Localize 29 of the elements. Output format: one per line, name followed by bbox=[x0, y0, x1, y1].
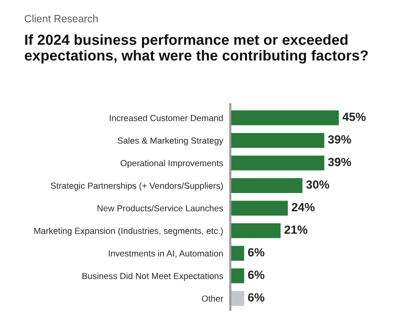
bar bbox=[230, 222, 282, 240]
bar bbox=[230, 176, 304, 194]
y-tick-label: Strategic Partnerships (+ Vendors/Suppliers) bbox=[50, 182, 223, 191]
data-label: 39% bbox=[328, 158, 352, 166]
data-label: 45% bbox=[342, 112, 366, 122]
data-label: 21% bbox=[284, 226, 308, 234]
y-tick-label: Increased Customer Demand bbox=[110, 114, 223, 122]
bar bbox=[230, 132, 326, 150]
data-label: 24% bbox=[292, 202, 315, 212]
bar bbox=[230, 290, 246, 308]
bar bbox=[230, 244, 246, 262]
y-tick-label: New Products/Service Launches bbox=[98, 204, 224, 212]
bar bbox=[230, 199, 290, 217]
y-tick-label: Operational Improvements bbox=[120, 160, 224, 168]
bar bbox=[230, 109, 340, 127]
chart-title: If 2024 business performance met or exceeded expectations, what were the contributing factors? bbox=[24, 34, 368, 64]
y-tick-label: Marketing Expansion (Industries, segments, etc.) bbox=[34, 228, 223, 236]
y-tick-label: Sales & Marketing Strategy bbox=[118, 137, 224, 146]
data-label: 6% bbox=[248, 248, 264, 256]
bar bbox=[230, 267, 246, 285]
y-tick-label: Investments in AI, Automation bbox=[108, 250, 223, 258]
text: Client Research bbox=[24, 14, 98, 22]
data-label: 6% bbox=[248, 293, 264, 302]
y-tick-label: Business Did Not Meet Expectations bbox=[82, 272, 224, 281]
y-tick-label: Other bbox=[202, 295, 224, 302]
data-label: 39% bbox=[328, 135, 352, 144]
data-label: 6% bbox=[248, 270, 264, 280]
data-label: 30% bbox=[306, 180, 330, 189]
bar bbox=[230, 154, 326, 172]
